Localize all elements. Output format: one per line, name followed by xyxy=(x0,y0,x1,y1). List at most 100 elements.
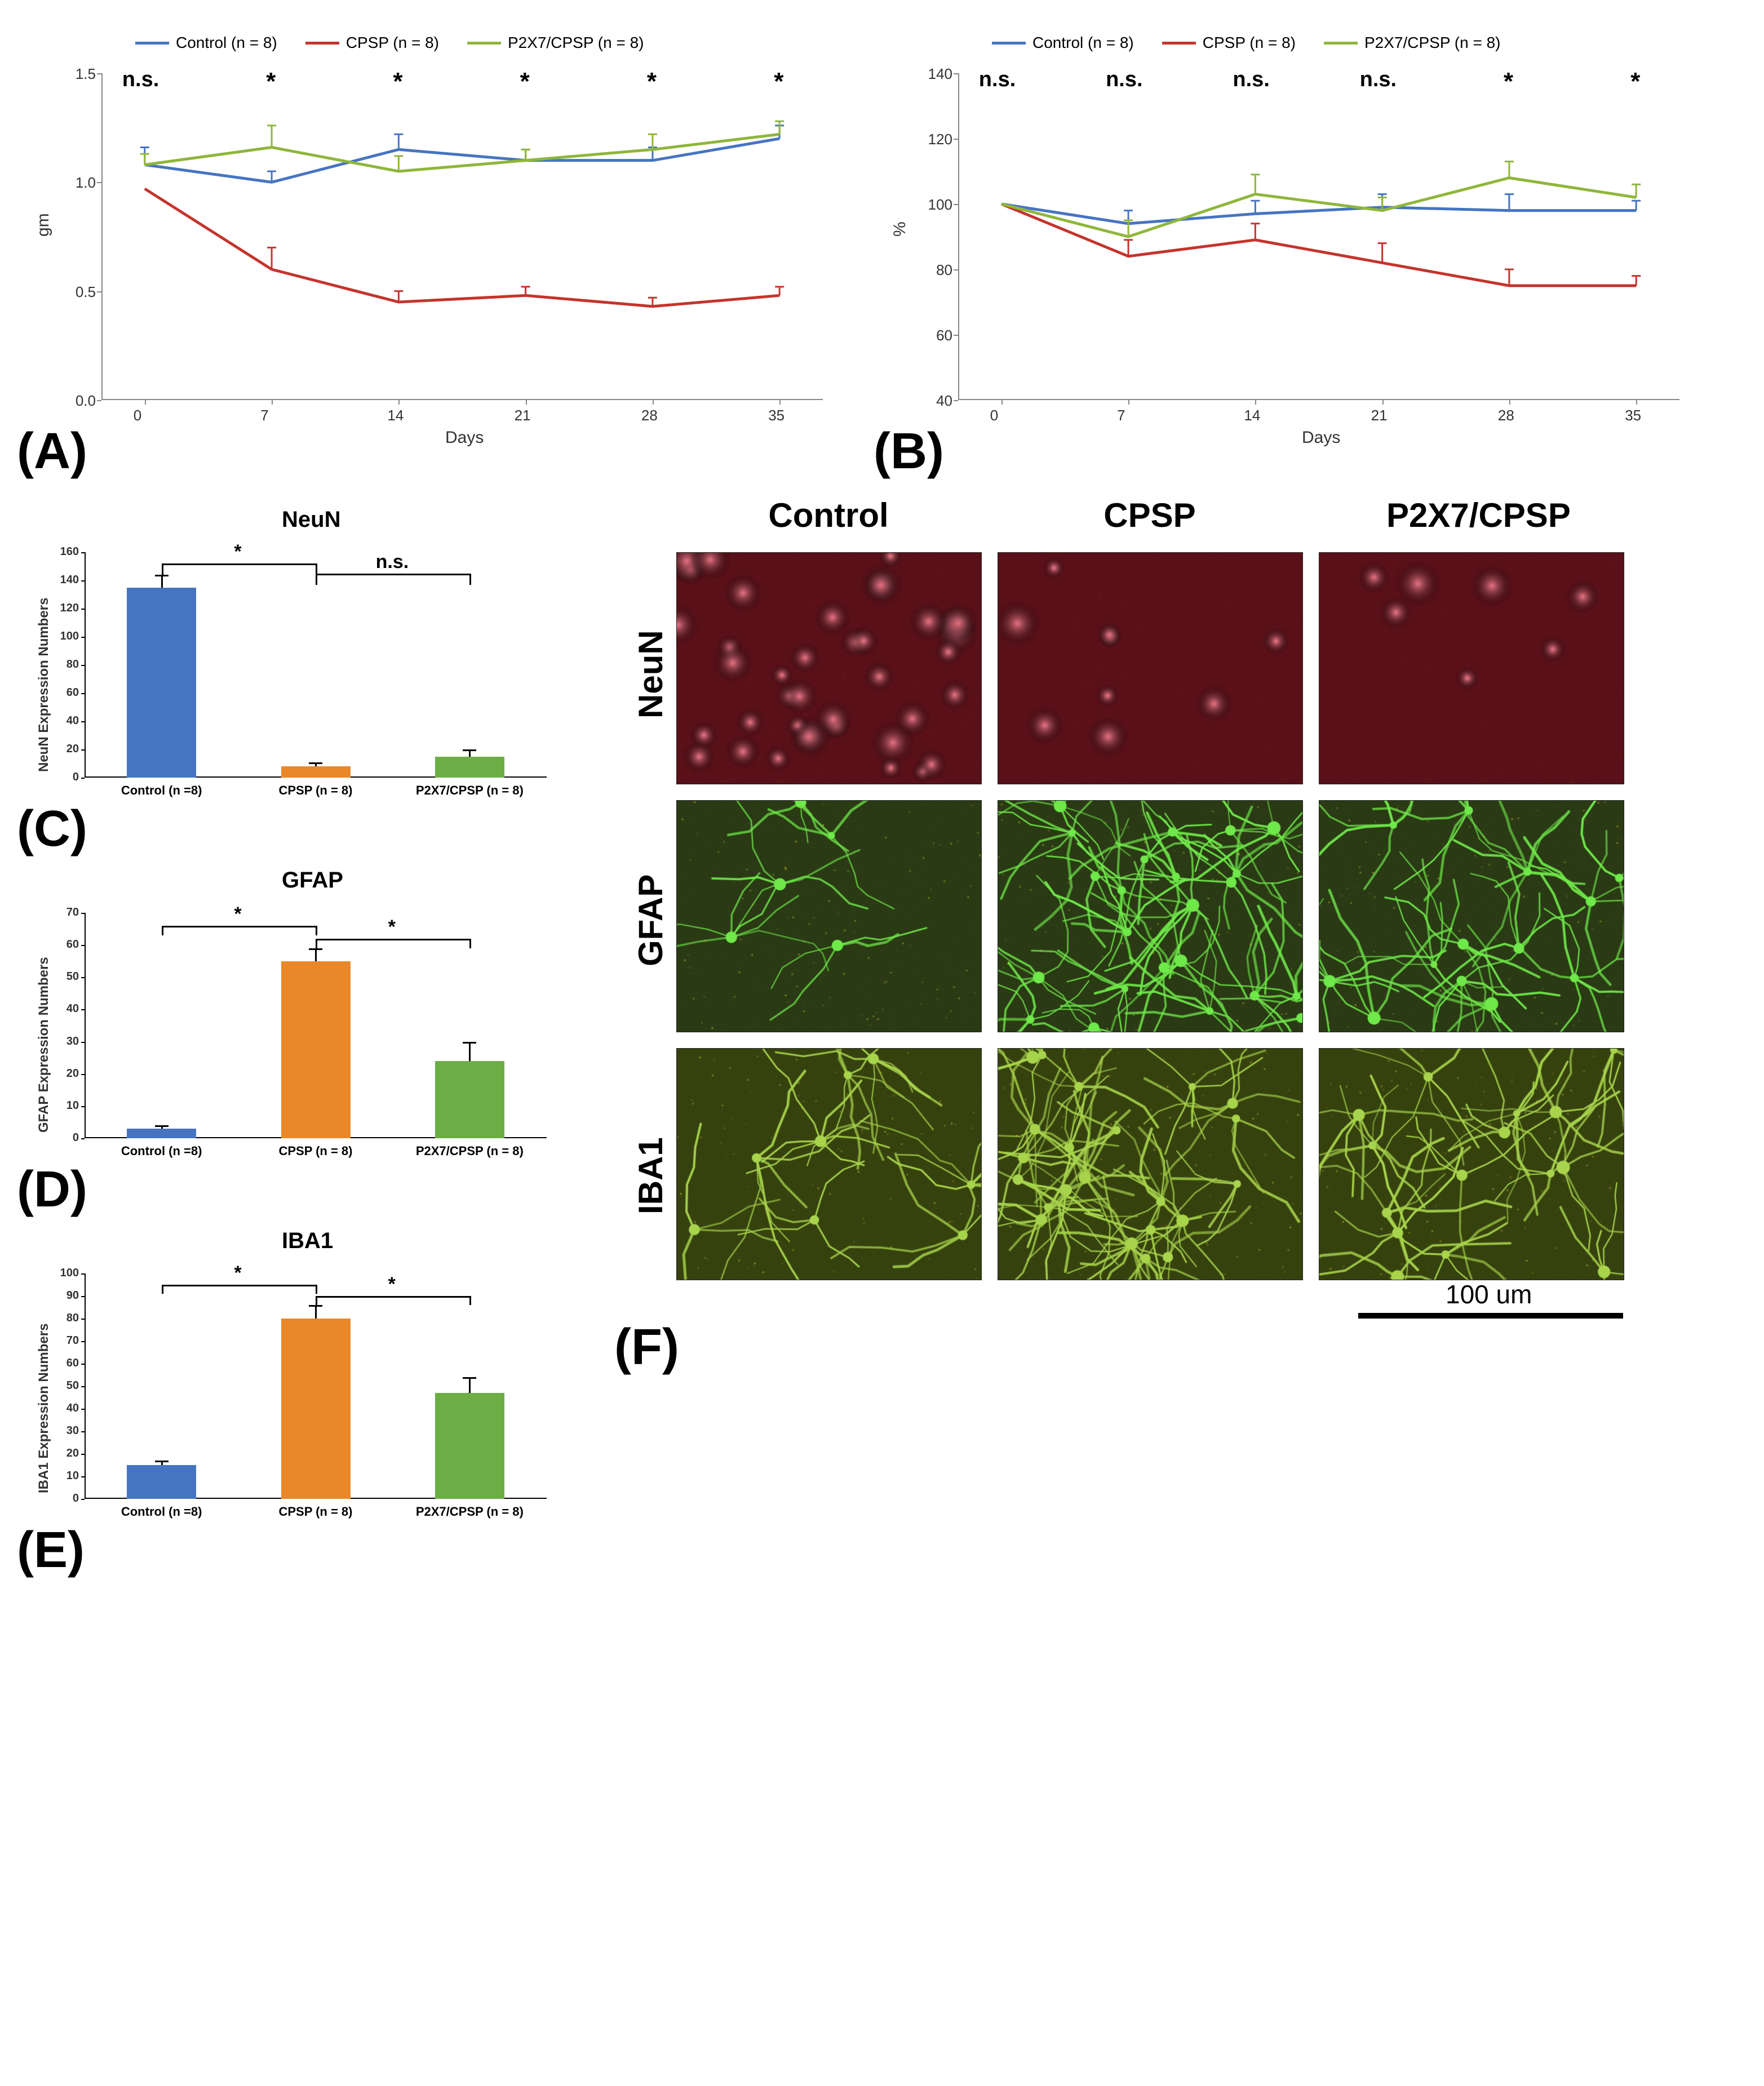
bar xyxy=(281,766,351,778)
micrograph-iba1-cpsp xyxy=(998,1048,1303,1280)
micrograph-gfap-control xyxy=(676,800,982,1032)
bar xyxy=(281,1319,351,1499)
figure-root: Control (n = 8)CPSP (n = 8)P2X7/CPSP (n … xyxy=(0,0,1764,1612)
micrograph-neun-control xyxy=(676,552,982,784)
y-tick-label: 70 xyxy=(51,906,79,919)
panel-d: GFAP 0 10 20 30 40 50 60 70 GFAP Expression Numbe… xyxy=(23,856,575,1195)
y-tick-label: 20 xyxy=(51,743,79,756)
y-tick-label: 50 xyxy=(51,1379,79,1392)
y-tick-label: 100 xyxy=(51,1267,79,1280)
bar xyxy=(435,1393,504,1499)
significance-marker: * xyxy=(393,68,402,96)
y-tick-label: 60 xyxy=(51,938,79,951)
micrograph-row-label: NeuN xyxy=(631,630,670,718)
significance-marker: n.s. xyxy=(1106,68,1142,92)
category-label: Control (n =8) xyxy=(87,783,236,798)
category-label: P2X7/CPSP (n = 8) xyxy=(396,1504,544,1519)
significance-marker: * xyxy=(388,916,396,938)
y-tick-label: 0 xyxy=(51,771,79,784)
bar xyxy=(127,588,196,778)
y-tick-label: 40 xyxy=(51,1402,79,1415)
y-tick-label: 60 xyxy=(51,686,79,699)
y-tick-label: 0 xyxy=(51,1131,79,1144)
significance-marker: * xyxy=(388,1273,396,1295)
significance-marker: * xyxy=(1630,68,1640,96)
y-tick-label: 140 xyxy=(51,574,79,587)
y-tick-label: 20 xyxy=(51,1067,79,1080)
y-tick-label: 10 xyxy=(51,1470,79,1483)
panel-e: IBA1 0 10 20 30 40 50 60 70 80 90 100 IBA1 Expressio… xyxy=(23,1217,575,1555)
significance-marker: n.s. xyxy=(376,551,409,573)
micrograph-column-label: CPSP xyxy=(1065,496,1234,535)
micrograph-iba1-control xyxy=(676,1048,982,1280)
panel-f: Control CPSP P2X7/CPSP NeuN GFAP IBA1 100 um (F… xyxy=(597,496,1640,1375)
micrograph-gfap-cpsp xyxy=(998,800,1303,1032)
category-label: CPSP (n = 8) xyxy=(241,1504,389,1519)
y-tick-label: 60 xyxy=(51,1357,79,1370)
bar xyxy=(281,961,351,1138)
scale-bar xyxy=(1358,1313,1623,1319)
scale-bar-label: 100 um xyxy=(1446,1279,1532,1310)
y-tick-label: 120 xyxy=(51,602,79,615)
micrograph-row-label: GFAP xyxy=(631,875,670,966)
category-label: CPSP (n = 8) xyxy=(241,1144,389,1159)
y-axis-title: IBA1 Expression Numbers xyxy=(36,1324,52,1493)
y-tick-label: 70 xyxy=(51,1334,79,1347)
y-tick-label: 160 xyxy=(51,545,79,558)
panel-label: (A) xyxy=(17,423,87,481)
panel-a: Control (n = 8)CPSP (n = 8)P2X7/CPSP (n … xyxy=(23,23,857,462)
y-tick-label: 30 xyxy=(51,1035,79,1048)
micrograph-column-label: P2X7/CPSP xyxy=(1386,496,1555,535)
category-label: Control (n =8) xyxy=(87,1504,236,1519)
panel-b: Control (n = 8)CPSP (n = 8)P2X7/CPSP (n … xyxy=(879,23,1713,462)
y-tick-label: 80 xyxy=(51,1312,79,1325)
bar xyxy=(127,1129,196,1138)
significance-marker: * xyxy=(234,903,241,925)
y-axis-title: GFAP Expression Numbers xyxy=(36,957,52,1133)
y-tick-label: 90 xyxy=(51,1289,79,1302)
significance-marker: n.s. xyxy=(979,68,1016,92)
panel-label: (D) xyxy=(17,1161,87,1219)
category-label: CPSP (n = 8) xyxy=(241,783,389,798)
micrograph-column-label: Control xyxy=(744,496,913,535)
y-tick-label: 80 xyxy=(51,658,79,671)
chart-title: NeuN xyxy=(282,507,340,532)
micrograph-iba1-p2x7cpsp xyxy=(1319,1048,1624,1280)
category-label: P2X7/CPSP (n = 8) xyxy=(396,1144,544,1159)
panel-label: (E) xyxy=(17,1521,85,1579)
significance-marker: * xyxy=(647,68,657,96)
panel-c: NeuN 0 20 40 60 80 100 120 140 160 NeuN Expression… xyxy=(23,496,575,834)
significance-marker: n.s. xyxy=(122,68,159,92)
bar xyxy=(435,757,504,778)
category-label: Control (n =8) xyxy=(87,1144,236,1159)
y-tick-label: 20 xyxy=(51,1447,79,1460)
category-label: P2X7/CPSP (n = 8) xyxy=(396,783,544,798)
row-cdef: NeuN020406080100120140160NeuN Expression… xyxy=(23,496,1741,1555)
y-tick-label: 50 xyxy=(51,970,79,983)
micrograph-neun-cpsp xyxy=(998,552,1303,784)
y-tick-label: 40 xyxy=(51,1002,79,1015)
y-axis-title: NeuN Expression Numbers xyxy=(36,598,52,772)
significance-marker: * xyxy=(266,68,276,96)
panel-label: (F) xyxy=(614,1319,679,1377)
chart-title: GFAP xyxy=(282,868,343,893)
micrograph-neun-p2x7cpsp xyxy=(1319,552,1624,784)
y-tick-label: 0 xyxy=(51,1492,79,1505)
significance-marker: * xyxy=(234,1262,241,1284)
significance-marker: * xyxy=(234,541,241,563)
significance-marker: * xyxy=(520,68,530,96)
significance-marker: * xyxy=(1504,68,1513,96)
row-ab: Control (n = 8)CPSP (n = 8)P2X7/CPSP (n … xyxy=(23,23,1741,462)
significance-marker: n.s. xyxy=(1233,68,1269,92)
micrograph-gfap-p2x7cpsp xyxy=(1319,800,1624,1032)
panel-label: (B) xyxy=(874,423,944,481)
y-tick-label: 40 xyxy=(51,714,79,727)
y-tick-label: 10 xyxy=(51,1099,79,1112)
significance-marker: * xyxy=(774,68,783,96)
y-tick-label: 30 xyxy=(51,1424,79,1437)
bar xyxy=(127,1465,196,1499)
micrograph-row-label: IBA1 xyxy=(631,1137,670,1214)
chart-title: IBA1 xyxy=(282,1228,333,1254)
bar xyxy=(435,1061,504,1138)
y-tick-label: 100 xyxy=(51,630,79,643)
